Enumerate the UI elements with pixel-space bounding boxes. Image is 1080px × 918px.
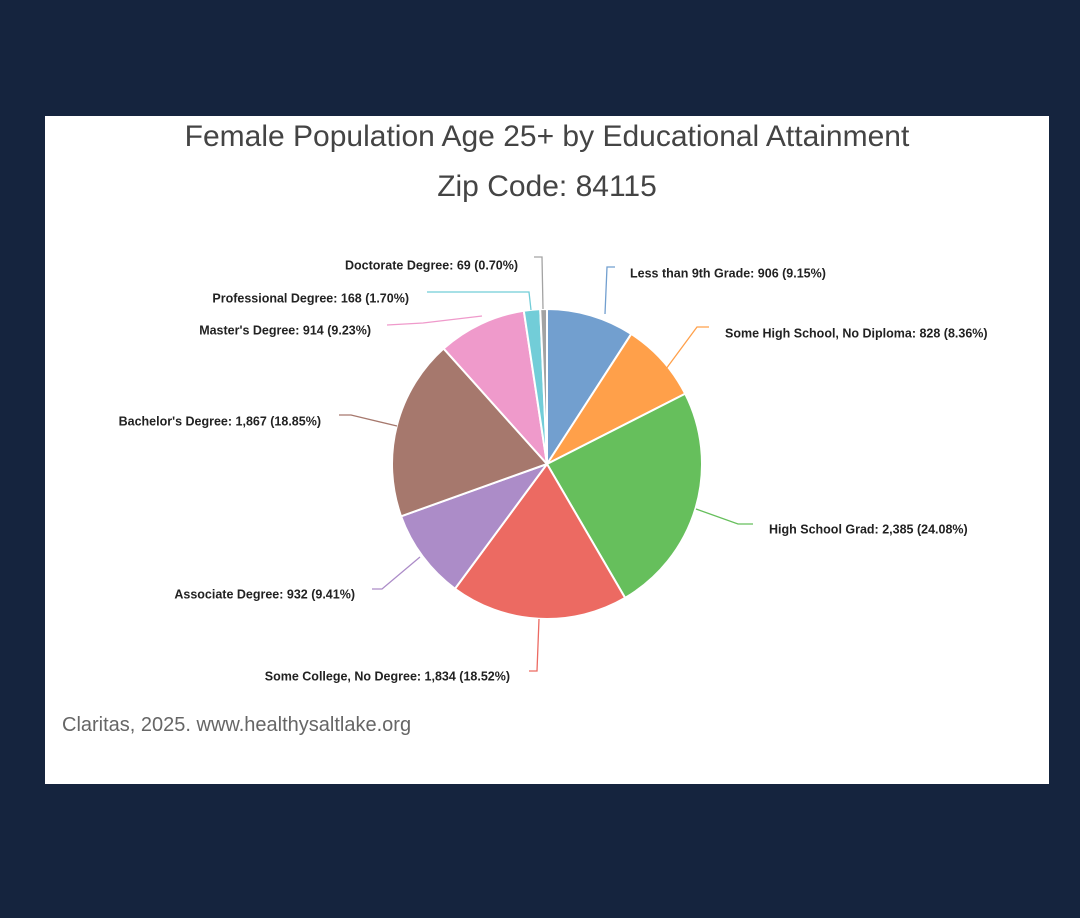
leader-line — [386, 315, 483, 326]
leader-line — [427, 291, 532, 311]
slice-label: Professional Degree: 168 (1.70%) — [212, 291, 409, 305]
leader-line — [604, 266, 615, 315]
chart-subtitle: Zip Code: 84115 — [437, 170, 657, 203]
chart-card: Female Population Age 25+ by Educational… — [45, 116, 1049, 784]
pie-slice-doctorate-degree — [539, 308, 548, 465]
slice-label: High School Grad: 2,385 (24.08%) — [769, 522, 968, 536]
slice-label: Less than 9th Grade: 906 (9.15%) — [630, 266, 826, 280]
pie-slice-master-s-degree — [442, 309, 548, 465]
pie-slice-less-than-9th-grade — [546, 308, 633, 465]
slice-label: Doctorate Degree: 69 (0.70%) — [345, 258, 518, 272]
leader-line — [529, 618, 540, 672]
pie-chart: Less than 9th Grade: 906 (9.15%) Some Hig… — [119, 256, 988, 683]
chart-title: Female Population Age 25+ by Educational… — [184, 120, 910, 153]
pie-slice-high-school-grad — [546, 392, 703, 599]
slice-label: Some College, No Degree: 1,834 (18.52%) — [265, 669, 510, 683]
slice-label: Master's Degree: 914 (9.23%) — [199, 323, 371, 337]
leader-line — [534, 256, 544, 310]
pie-slice-associate-degree — [400, 463, 548, 590]
slice-label: Associate Degree: 932 (9.41%) — [174, 587, 355, 601]
leader-line — [662, 326, 709, 374]
pie-slice-some-college-no-degree — [454, 463, 627, 620]
leader-line — [339, 414, 398, 427]
slice-label: Some High School, No Diploma: 828 (8.36%… — [725, 326, 988, 340]
slice-label: Bachelor's Degree: 1,867 (18.85%) — [119, 414, 321, 428]
source-note: Claritas, 2025. www.healthysaltlake.org — [62, 714, 412, 736]
leader-line — [695, 508, 753, 525]
leader-line — [372, 556, 421, 590]
